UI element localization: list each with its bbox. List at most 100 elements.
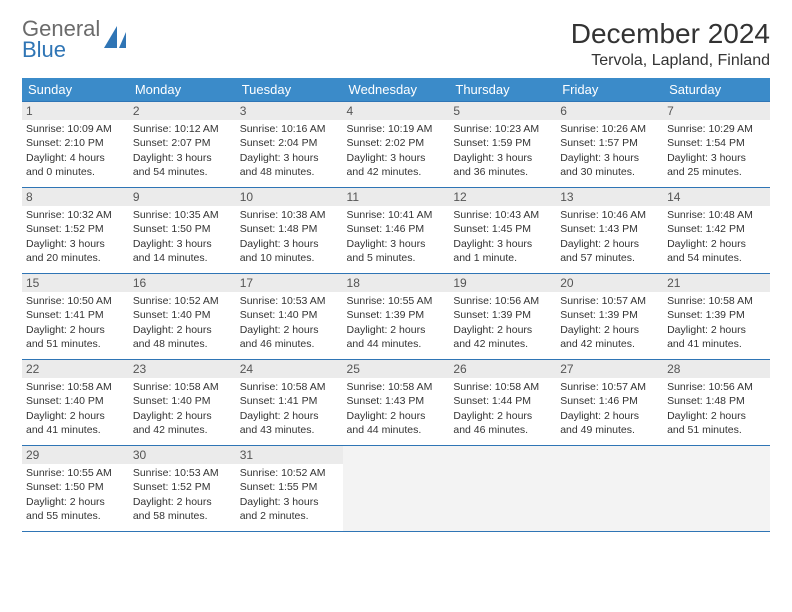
day-number: 14 [663, 188, 770, 206]
sunrise-text: Sunrise: 10:57 AM [560, 294, 659, 308]
daylight-text: Daylight: 3 hours and 30 minutes. [560, 151, 659, 179]
sunset-text: Sunset: 1:43 PM [347, 394, 446, 408]
sunset-text: Sunset: 1:50 PM [26, 480, 125, 494]
sunset-text: Sunset: 1:40 PM [26, 394, 125, 408]
sunset-text: Sunset: 2:07 PM [133, 136, 232, 150]
day-number: 26 [449, 360, 556, 378]
sunrise-text: Sunrise: 10:58 AM [453, 380, 552, 394]
sunset-text: Sunset: 1:41 PM [26, 308, 125, 322]
calendar-cell: 12Sunrise: 10:43 AMSunset: 1:45 PMDaylig… [449, 188, 556, 274]
calendar-cell: 21Sunrise: 10:58 AMSunset: 1:39 PMDaylig… [663, 274, 770, 360]
daylight-text: Daylight: 2 hours and 46 minutes. [240, 323, 339, 351]
logo-sail-icon [104, 26, 130, 53]
daylight-text: Daylight: 2 hours and 48 minutes. [133, 323, 232, 351]
sunset-text: Sunset: 1:48 PM [240, 222, 339, 236]
sunrise-text: Sunrise: 10:52 AM [240, 466, 339, 480]
calendar-cell: 19Sunrise: 10:56 AMSunset: 1:39 PMDaylig… [449, 274, 556, 360]
sunrise-text: Sunrise: 10:19 AM [347, 122, 446, 136]
daylight-text: Daylight: 3 hours and 20 minutes. [26, 237, 125, 265]
daylight-text: Daylight: 2 hours and 55 minutes. [26, 495, 125, 523]
calendar-cell: 6Sunrise: 10:26 AMSunset: 1:57 PMDayligh… [556, 102, 663, 188]
sunrise-text: Sunrise: 10:16 AM [240, 122, 339, 136]
daylight-text: Daylight: 3 hours and 14 minutes. [133, 237, 232, 265]
day-number: 21 [663, 274, 770, 292]
daylight-text: Daylight: 2 hours and 41 minutes. [26, 409, 125, 437]
calendar-row: 8Sunrise: 10:32 AMSunset: 1:52 PMDayligh… [22, 188, 770, 274]
day-number: 10 [236, 188, 343, 206]
daylight-text: Daylight: 2 hours and 51 minutes. [26, 323, 125, 351]
calendar-cell: 20 Sunrise: 10:57 AMSunset: 1:39 PMDaylig… [556, 274, 663, 360]
sunset-text: Sunset: 1:40 PM [133, 308, 232, 322]
calendar-cell: 22Sunrise: 10:58 AMSunset: 1:40 PMDaylig… [22, 360, 129, 446]
daylight-text: Daylight: 3 hours and 42 minutes. [347, 151, 446, 179]
sunrise-text: Sunrise: 10:41 AM [347, 208, 446, 222]
sunrise-text: Sunrise: 10:29 AM [667, 122, 766, 136]
daylight-text: Daylight: 2 hours and 42 minutes. [560, 323, 659, 351]
title-block: December 2024 Tervola, Lapland, Finland [571, 18, 770, 70]
daylight-text: Daylight: 2 hours and 42 minutes. [453, 323, 552, 351]
day-number: 28 [663, 360, 770, 378]
col-saturday: Saturday [663, 78, 770, 102]
day-number: 7 [663, 102, 770, 120]
calendar-cell: 28Sunrise: 10:56 AMSunset: 1:48 PMDaylig… [663, 360, 770, 446]
calendar-cell: 29Sunrise: 10:55 AMSunset: 1:50 PMDaylig… [22, 446, 129, 532]
calendar-cell: 15Sunrise: 10:50 AMSunset: 1:41 PMDaylig… [22, 274, 129, 360]
col-friday: Friday [556, 78, 663, 102]
weekday-header-row: Sunday Monday Tuesday Wednesday Thursday… [22, 78, 770, 102]
sunrise-text: Sunrise: 10:50 AM [26, 294, 125, 308]
col-thursday: Thursday [449, 78, 556, 102]
calendar-row: 22Sunrise: 10:58 AMSunset: 1:40 PMDaylig… [22, 360, 770, 446]
calendar-table: Sunday Monday Tuesday Wednesday Thursday… [22, 78, 770, 532]
sunset-text: Sunset: 2:02 PM [347, 136, 446, 150]
calendar-cell: 17Sunrise: 10:53 AMSunset: 1:40 PMDaylig… [236, 274, 343, 360]
col-sunday: Sunday [22, 78, 129, 102]
sunset-text: Sunset: 1:55 PM [240, 480, 339, 494]
sunrise-text: Sunrise: 10:58 AM [667, 294, 766, 308]
col-tuesday: Tuesday [236, 78, 343, 102]
day-number: 12 [449, 188, 556, 206]
sunrise-text: Sunrise: 10:58 AM [347, 380, 446, 394]
day-number: 5 [449, 102, 556, 120]
calendar-cell: 13Sunrise: 10:46 AMSunset: 1:43 PMDaylig… [556, 188, 663, 274]
sunset-text: Sunset: 1:43 PM [560, 222, 659, 236]
day-number: 19 [449, 274, 556, 292]
sunrise-text: Sunrise: 10:35 AM [133, 208, 232, 222]
calendar-cell: 16Sunrise: 10:52 AMSunset: 1:40 PMDaylig… [129, 274, 236, 360]
day-number: 20 [556, 274, 663, 292]
calendar-row: 1Sunrise: 10:09 AMSunset: 2:10 PMDayligh… [22, 102, 770, 188]
day-number: 17 [236, 274, 343, 292]
calendar-cell: 11Sunrise: 10:41 AMSunset: 1:46 PMDaylig… [343, 188, 450, 274]
sunrise-text: Sunrise: 10:12 AM [133, 122, 232, 136]
sunrise-text: Sunrise: 10:46 AM [560, 208, 659, 222]
calendar-cell: 23Sunrise: 10:58 AMSunset: 1:40 PMDaylig… [129, 360, 236, 446]
calendar-cell: 10Sunrise: 10:38 AMSunset: 1:48 PMDaylig… [236, 188, 343, 274]
day-number: 25 [343, 360, 450, 378]
calendar-cell [663, 446, 770, 532]
sunrise-text: Sunrise: 10:48 AM [667, 208, 766, 222]
sunrise-text: Sunrise: 10:09 AM [26, 122, 125, 136]
day-number: 29 [22, 446, 129, 464]
sunrise-text: Sunrise: 10:32 AM [26, 208, 125, 222]
daylight-text: Daylight: 2 hours and 54 minutes. [667, 237, 766, 265]
sunrise-text: Sunrise: 10:53 AM [133, 466, 232, 480]
daylight-text: Daylight: 2 hours and 58 minutes. [133, 495, 232, 523]
daylight-text: Daylight: 3 hours and 36 minutes. [453, 151, 552, 179]
daylight-text: Daylight: 2 hours and 44 minutes. [347, 323, 446, 351]
sunset-text: Sunset: 1:45 PM [453, 222, 552, 236]
day-number: 23 [129, 360, 236, 378]
sunset-text: Sunset: 1:46 PM [560, 394, 659, 408]
sunrise-text: Sunrise: 10:56 AM [453, 294, 552, 308]
sunset-text: Sunset: 1:39 PM [560, 308, 659, 322]
sunrise-text: Sunrise: 10:58 AM [133, 380, 232, 394]
day-number: 27 [556, 360, 663, 378]
calendar-cell [449, 446, 556, 532]
daylight-text: Daylight: 2 hours and 41 minutes. [667, 323, 766, 351]
col-wednesday: Wednesday [343, 78, 450, 102]
sunset-text: Sunset: 1:52 PM [133, 480, 232, 494]
month-title: December 2024 [571, 18, 770, 50]
sunrise-text: Sunrise: 10:38 AM [240, 208, 339, 222]
daylight-text: Daylight: 3 hours and 48 minutes. [240, 151, 339, 179]
calendar-cell: 27Sunrise: 10:57 AMSunset: 1:46 PMDaylig… [556, 360, 663, 446]
calendar-cell: 31Sunrise: 10:52 AMSunset: 1:55 PMDaylig… [236, 446, 343, 532]
calendar-cell: 24Sunrise: 10:58 AMSunset: 1:41 PMDaylig… [236, 360, 343, 446]
